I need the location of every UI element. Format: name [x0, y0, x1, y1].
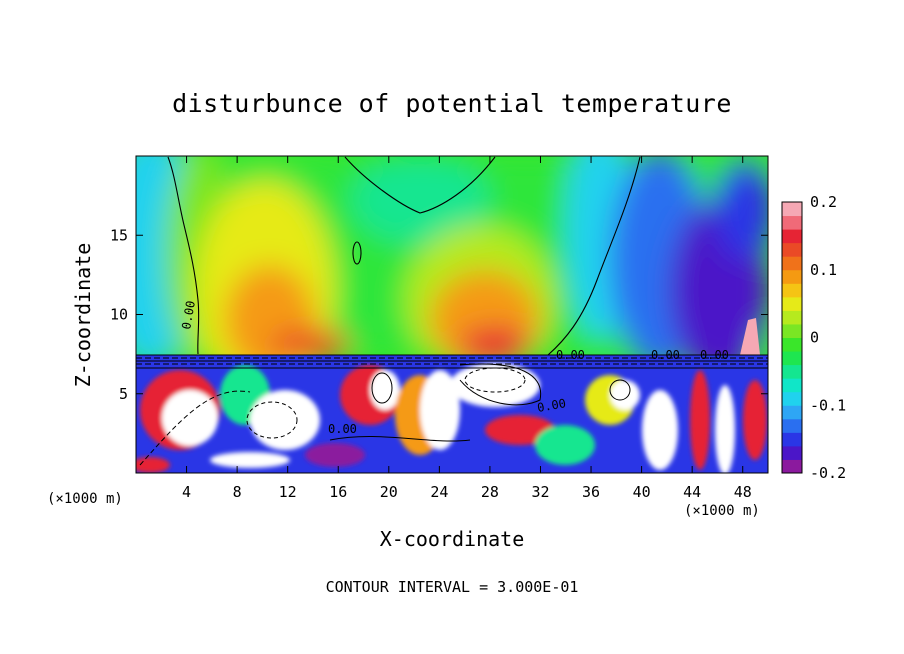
colorbar-tick-label: 0 [810, 329, 819, 347]
colorbar-segment [782, 215, 802, 230]
colorbar-segment [782, 202, 802, 217]
colorbar: 0.2 0.1 0 -0.1 -0.2 [782, 193, 846, 482]
colorbar-segment [782, 391, 802, 406]
interface-band [136, 354, 768, 369]
colorbar-segment [782, 418, 802, 433]
colorbar-tick-label: -0.2 [810, 464, 846, 482]
colorbar-segment [782, 337, 802, 352]
x-axis: 4 8 12 16 20 24 28 32 36 40 44 48 [182, 156, 752, 501]
contour-interval-footer: CONTOUR INTERVAL = 3.000E-01 [326, 578, 579, 596]
y-tick-label: 10 [110, 306, 128, 324]
x-unit-left: (×1000 m) [47, 491, 123, 507]
x-tick-label: 20 [380, 483, 398, 501]
contour-label: 0.00 [700, 348, 729, 362]
x-tick-label: 12 [279, 483, 297, 501]
contour-label: 0.00 [536, 396, 567, 415]
colorbar-tick-label: 0.1 [810, 261, 837, 279]
colorbar-tick-label: -0.1 [810, 396, 846, 414]
contour-label: 0.00 [556, 348, 585, 362]
colorbar-segment [782, 378, 802, 393]
zero-contour-left [167, 156, 200, 355]
colorbar-segment [782, 405, 802, 420]
y-axis: 5 10 15 [110, 226, 768, 403]
y-axis-label: Z-coordinate [71, 243, 95, 388]
zero-contour-top [344, 156, 496, 214]
colorbar-segment [782, 323, 802, 338]
x-tick-label: 24 [430, 483, 448, 501]
colorbar-frame [781, 201, 803, 474]
colorbar-segment [782, 445, 802, 460]
y-tick-label: 5 [119, 385, 128, 403]
colorbar-segment [782, 459, 802, 474]
colorbar-segment [782, 351, 802, 366]
x-tick-label: 4 [182, 483, 191, 501]
colorbar-segment [782, 296, 802, 311]
contour-label: 0.00 [328, 422, 357, 436]
contour-label: 0.00 [651, 348, 680, 362]
colorbar-segment [782, 364, 802, 379]
colorbar-segment [782, 256, 802, 271]
colorbar-segment [782, 229, 802, 244]
thermal-plume [740, 318, 760, 355]
contour-label: 0.00 [179, 300, 198, 331]
colorbar-segment [782, 310, 802, 325]
y-tick-label: 15 [110, 226, 128, 244]
x-tick-label: 32 [531, 483, 549, 501]
zero-contour-closed [352, 241, 362, 265]
colorbar-tick-label: 0.2 [810, 193, 837, 211]
plot-area: 0.00 0.00 0.00 0.00 0.00 0.00 [136, 156, 768, 473]
x-tick-label: 28 [481, 483, 499, 501]
contour-labels: 0.00 0.00 0.00 0.00 0.00 0.00 [179, 300, 729, 436]
upper-field [136, 156, 768, 355]
x-tick-label: 8 [233, 483, 242, 501]
x-tick-label: 36 [582, 483, 600, 501]
lower-field [136, 355, 768, 473]
x-tick-label: 48 [734, 483, 752, 501]
colorbar-segment [782, 432, 802, 447]
colorbar-segment [782, 242, 802, 257]
x-axis-label: X-coordinate [380, 527, 525, 551]
colorbar-segment [782, 283, 802, 298]
x-unit-right: (×1000 m) [684, 503, 760, 519]
x-tick-label: 16 [329, 483, 347, 501]
zero-contour-right [547, 156, 641, 356]
colorbar-segment [782, 269, 802, 284]
x-tick-label: 40 [633, 483, 651, 501]
x-tick-label: 44 [683, 483, 701, 501]
contours [167, 156, 641, 356]
chart-title: disturbunce of potential temperature [172, 89, 732, 118]
